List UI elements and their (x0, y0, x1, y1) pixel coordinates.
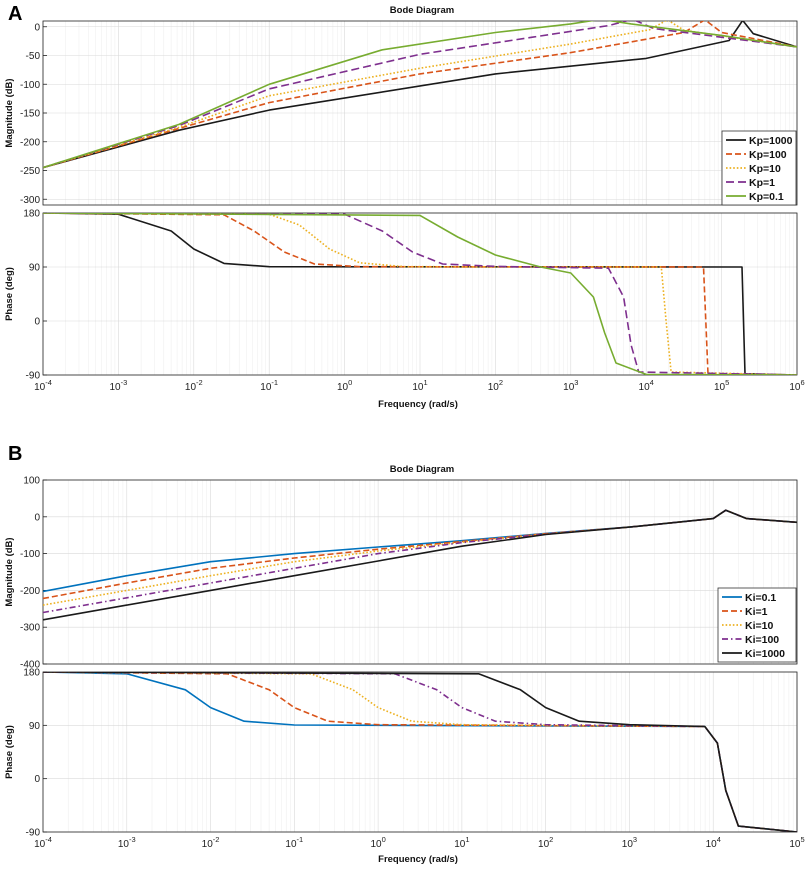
phase-ylabel: Phase (deg) (4, 267, 15, 321)
phase-series-line (43, 672, 797, 832)
x-tick-label: 105 (714, 378, 729, 393)
x-tick-label: 101 (412, 378, 427, 393)
legend-entry: Kp=10 (749, 163, 781, 175)
x-tick-label: 105 (789, 835, 804, 850)
magnitude-axes: 100 0 -100 -200 -300 -400 (20, 476, 798, 671)
y-tick-label: -90 (26, 371, 41, 382)
y-tick-label: 180 (23, 668, 40, 679)
y-tick-label: 0 (34, 22, 40, 33)
legend-entry: Kp=1 (749, 177, 775, 189)
x-tick-label: 106 (789, 378, 804, 393)
y-tick-label: -200 (20, 137, 40, 148)
magnitude-series-line (43, 21, 797, 169)
phase-series-line (43, 213, 797, 375)
magnitude-series-line (43, 21, 797, 169)
y-tick-label: 100 (23, 476, 40, 487)
magnitude-series-line (43, 509, 797, 593)
legend-entry: Ki=10 (745, 620, 773, 632)
legend-entry: Ki=0.1 (745, 592, 776, 604)
phase-axes: 180 90 0 -90 (23, 209, 798, 382)
plot-frame (42, 671, 798, 833)
y-tick-label: -100 (20, 80, 40, 91)
plot-frame (42, 212, 798, 376)
chart-title: Bode Diagram (390, 464, 454, 475)
x-tick-label: 10-1 (260, 378, 278, 393)
x-tick-label: 10-2 (185, 378, 203, 393)
y-tick-label: 90 (29, 721, 41, 732)
magnitude-series-line (43, 509, 797, 606)
phase-axes: 180 90 0 -90 (23, 668, 798, 839)
x-tick-label: 100 (370, 835, 385, 850)
legend: Ki=0.1 Ki=1 Ki=10 Ki=100 Ki=1000 (717, 587, 797, 663)
y-tick-label: -200 (20, 586, 40, 597)
phase-series-line (43, 672, 797, 832)
plot-frame (42, 20, 798, 206)
x-tick-label: 104 (639, 378, 654, 393)
y-tick-label: 0 (34, 512, 40, 523)
magnitude-series-line (43, 509, 797, 621)
magnitude-series-line (43, 509, 797, 614)
panel-label: B (8, 443, 22, 465)
magnitude-ylabel: Magnitude (dB) (4, 78, 15, 147)
phase-series-line (43, 213, 797, 375)
legend-box (717, 587, 797, 663)
panel-label: A (8, 3, 22, 25)
y-tick-label: -400 (20, 660, 40, 671)
y-tick-label: -100 (20, 549, 40, 560)
legend-entry: Kp=1000 (749, 135, 793, 147)
phase-series-line (43, 213, 797, 375)
x-tick-label: 10-1 (285, 835, 303, 850)
x-axis-label: Frequency (rad/s) (378, 854, 458, 865)
x-tick-label: 10-3 (118, 835, 136, 850)
magnitude-series-line (43, 21, 797, 169)
y-tick-label: -150 (20, 109, 40, 120)
y-tick-label: 90 (29, 263, 41, 274)
y-tick-label: -50 (26, 51, 41, 62)
y-tick-label: -90 (26, 828, 41, 839)
x-tick-label: 102 (538, 835, 553, 850)
legend-entry: Ki=100 (745, 634, 779, 646)
x-tick-label: 103 (622, 835, 637, 850)
chart-title: Bode Diagram (390, 5, 454, 16)
plot-frame (42, 479, 798, 665)
phase-series-line (43, 672, 797, 832)
phase-series-line (43, 672, 797, 832)
phase-series-line (43, 213, 797, 375)
phase-series-line (43, 213, 797, 375)
y-tick-label: -250 (20, 166, 40, 177)
x-tick-label: 10-2 (202, 835, 220, 850)
legend: Kp=1000 Kp=100 Kp=10 Kp=1 Kp=0.1 (721, 130, 797, 206)
x-tick-label: 103 (563, 378, 578, 393)
magnitude-series-line (43, 21, 797, 169)
x-tick-label: 102 (488, 378, 503, 393)
x-tick-label: 10-3 (110, 378, 128, 393)
y-tick-label: 0 (34, 774, 40, 785)
magnitude-ylabel: Magnitude (dB) (4, 537, 15, 606)
x-tick-label: 10-4 (34, 378, 52, 393)
x-tick-label: 10-4 (34, 835, 52, 850)
bode-panel-a: A Bode Diagram 0 -50 -100 -150 -200 -250 -300 180… (4, 3, 805, 410)
y-tick-label: 0 (34, 317, 40, 328)
magnitude-axes: 0 -50 -100 -150 -200 -250 -300 (20, 20, 798, 206)
legend-entry: Kp=0.1 (749, 191, 784, 203)
y-tick-label: -300 (20, 195, 40, 206)
y-tick-label: 180 (23, 209, 40, 220)
x-axis-label: Frequency (rad/s) (378, 399, 458, 410)
phase-ylabel: Phase (deg) (4, 725, 15, 779)
x-tick-label: 101 (454, 835, 469, 850)
legend-entry: Ki=1 (745, 606, 768, 618)
x-tick-label: 104 (706, 835, 721, 850)
legend-entry: Kp=100 (749, 149, 787, 161)
phase-series-line (43, 672, 797, 832)
legend-entry: Ki=1000 (745, 648, 785, 660)
y-tick-label: -300 (20, 623, 40, 634)
x-tick-label: 100 (337, 378, 352, 393)
